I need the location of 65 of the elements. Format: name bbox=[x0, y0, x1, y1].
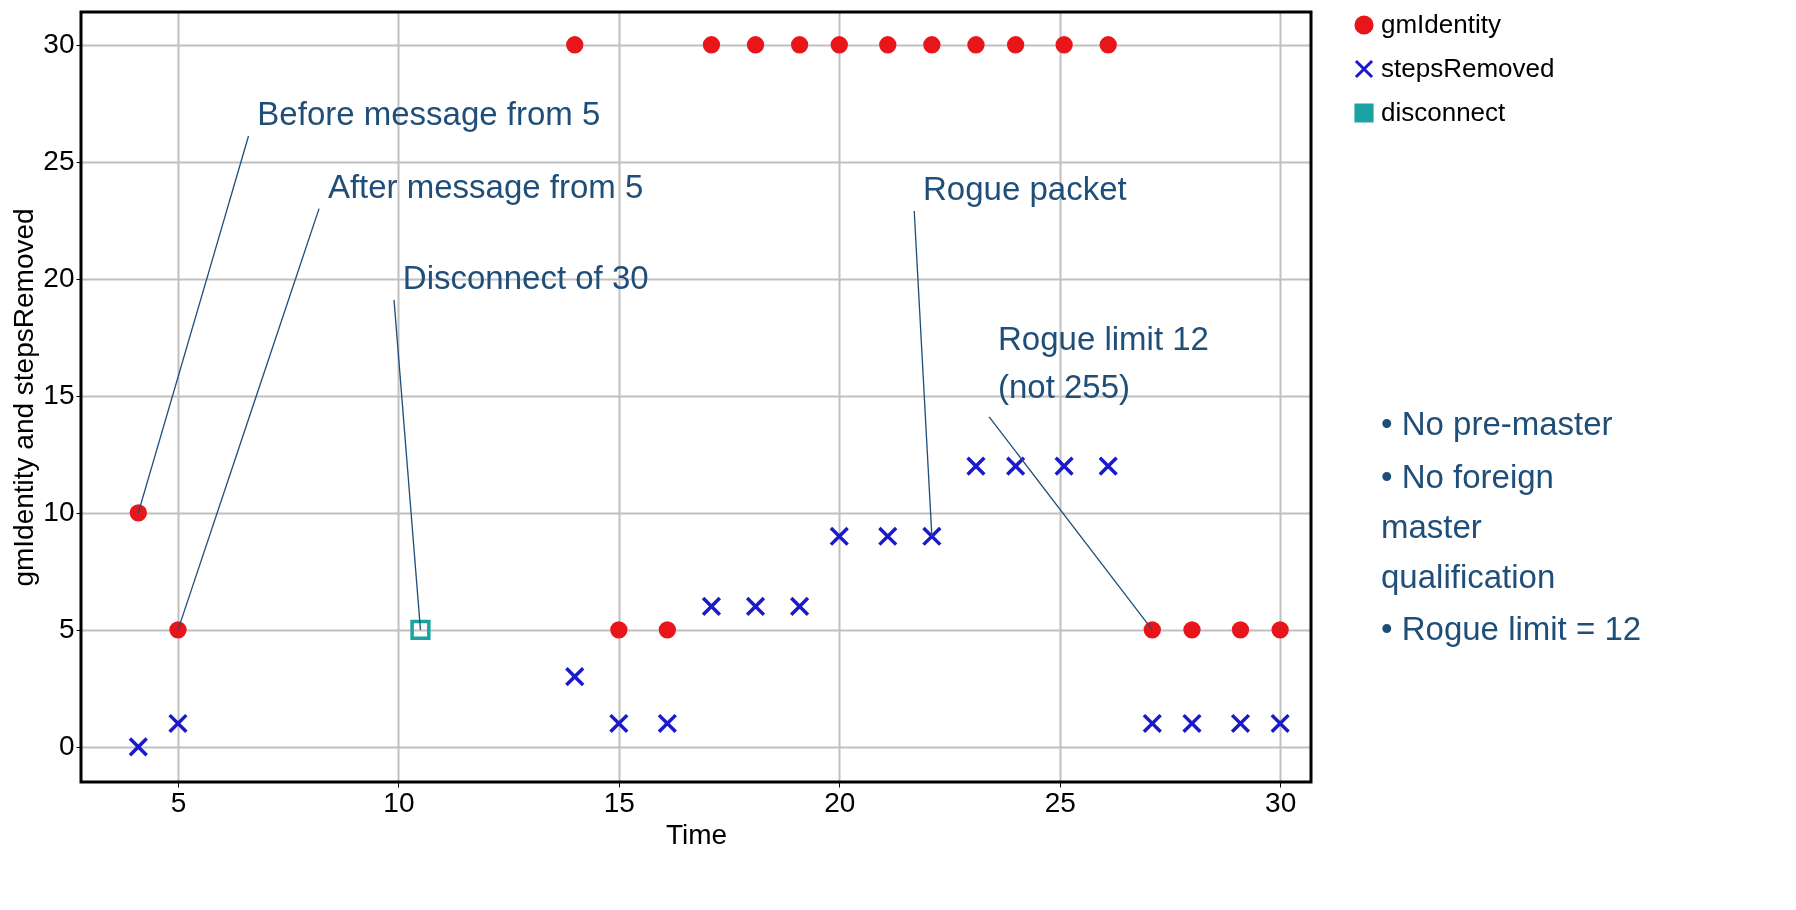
point bbox=[1181, 713, 1203, 734]
point bbox=[608, 713, 629, 734]
y-tick-label: 15 bbox=[43, 379, 75, 411]
point bbox=[1005, 455, 1026, 477]
legend-label: stepsRemoved bbox=[1381, 53, 1555, 83]
point bbox=[1230, 713, 1251, 734]
annotation: After message from 5 bbox=[327, 167, 644, 205]
point bbox=[879, 36, 897, 54]
point bbox=[129, 504, 147, 522]
annotation: Rogue packet bbox=[923, 169, 1127, 207]
point bbox=[564, 666, 585, 687]
point bbox=[1143, 621, 1161, 639]
x-tick-label: 30 bbox=[1265, 786, 1297, 818]
point bbox=[1142, 713, 1163, 734]
point bbox=[1231, 621, 1250, 639]
point bbox=[1183, 621, 1201, 639]
point bbox=[967, 36, 985, 54]
point bbox=[128, 736, 149, 758]
point bbox=[169, 621, 187, 639]
y-tick-label: 30 bbox=[43, 28, 75, 60]
point bbox=[965, 455, 987, 477]
point bbox=[1099, 36, 1117, 54]
annotation: Rogue limit 12 (not 255) bbox=[997, 319, 1209, 405]
y-tick-label: 5 bbox=[58, 613, 75, 645]
point bbox=[410, 619, 431, 640]
legend-label: disconnect bbox=[1381, 97, 1507, 127]
x-tick-label: 10 bbox=[383, 786, 415, 818]
point bbox=[1098, 455, 1119, 477]
text: • No pre-master bbox=[1381, 405, 1613, 442]
x-tick-label: 15 bbox=[603, 786, 635, 818]
point bbox=[658, 621, 676, 639]
point bbox=[610, 621, 628, 639]
point bbox=[1054, 455, 1075, 477]
point bbox=[921, 526, 942, 547]
point bbox=[566, 36, 584, 54]
annotation: Before message from 5 bbox=[257, 94, 601, 132]
point bbox=[1271, 621, 1289, 639]
point bbox=[1055, 36, 1073, 54]
point bbox=[746, 36, 765, 54]
point bbox=[830, 36, 848, 54]
point bbox=[789, 596, 810, 617]
point bbox=[790, 36, 809, 54]
x-tick-label: 5 bbox=[170, 786, 187, 818]
y-tick-label: 0 bbox=[58, 730, 75, 762]
y-tick-label: 25 bbox=[43, 145, 75, 177]
point bbox=[167, 713, 189, 734]
y-tick-label: 10 bbox=[43, 496, 75, 528]
annotation: Disconnect of 30 bbox=[402, 258, 649, 296]
point bbox=[829, 526, 850, 547]
y-tick-label: 20 bbox=[43, 262, 75, 294]
point bbox=[877, 526, 898, 547]
text: • Rogue limit = 12 bbox=[1381, 610, 1642, 647]
text: • No foreign master qualification bbox=[1381, 458, 1556, 595]
point bbox=[702, 36, 721, 54]
x-tick-label: 25 bbox=[1044, 786, 1076, 818]
point bbox=[745, 596, 766, 617]
x-axis-title: Time bbox=[665, 818, 728, 850]
point bbox=[657, 713, 678, 734]
point bbox=[1270, 713, 1291, 734]
point bbox=[1006, 36, 1025, 54]
point bbox=[701, 596, 722, 617]
y-axis-title: gmIdentity and stepsRemoved bbox=[8, 208, 40, 587]
legend-label: gmIdentity bbox=[1381, 9, 1501, 39]
x-tick-label: 20 bbox=[824, 786, 856, 818]
point bbox=[923, 36, 941, 54]
